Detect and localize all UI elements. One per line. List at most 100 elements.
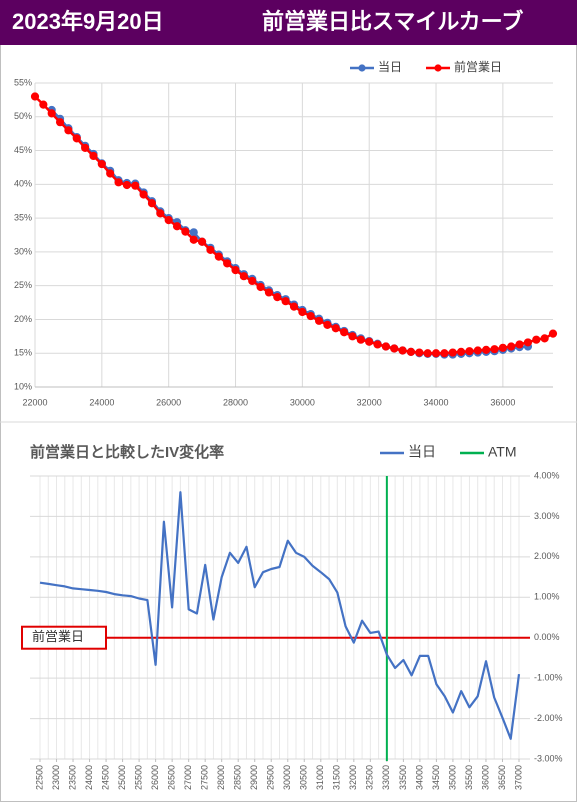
marker xyxy=(390,344,399,353)
x-tick-label: 23500 xyxy=(67,765,77,790)
x-tick-label: 29000 xyxy=(249,765,259,790)
reference-label: 前営業日 xyxy=(32,629,84,644)
x-tick-label: 22000 xyxy=(22,397,47,407)
y-tick-label: 40% xyxy=(14,179,32,189)
marker xyxy=(97,159,106,169)
marker xyxy=(515,340,524,349)
x-tick-label: 23000 xyxy=(51,765,61,790)
y-tick-label: 45% xyxy=(14,145,32,155)
x-tick-label: 30000 xyxy=(282,765,292,790)
marker xyxy=(72,134,81,143)
x-tick-label: 33500 xyxy=(398,765,408,790)
x-tick-label: 32000 xyxy=(348,765,358,790)
x-tick-label: 34000 xyxy=(424,397,449,407)
x-tick-label: 30000 xyxy=(290,397,315,407)
marker xyxy=(264,288,274,297)
y-tick-label: -3.00% xyxy=(534,753,563,763)
x-tick-label: 26500 xyxy=(167,765,177,790)
x-tick-label: 34000 xyxy=(414,765,424,790)
header-title: 前営業日比スマイルカーブ xyxy=(262,9,523,34)
legend-label: 当日 xyxy=(408,444,436,460)
chart-title: 前営業日と比較したIV変化率 xyxy=(30,443,224,461)
marker xyxy=(122,180,132,190)
marker xyxy=(106,169,115,178)
series-line xyxy=(50,109,528,356)
marker xyxy=(248,276,257,286)
y-tick-label: 15% xyxy=(14,348,32,358)
marker xyxy=(406,347,416,356)
marker xyxy=(340,328,349,337)
marker xyxy=(548,329,558,338)
y-tick-label: 1.00% xyxy=(534,592,560,602)
marker xyxy=(273,293,282,302)
marker xyxy=(398,346,407,355)
marker xyxy=(473,346,482,355)
reference-label-box xyxy=(21,625,107,650)
x-tick-label: 32000 xyxy=(357,397,382,407)
marker xyxy=(223,259,232,268)
x-tick-label: 28500 xyxy=(233,765,243,790)
marker xyxy=(298,307,307,317)
marker xyxy=(239,272,248,281)
x-tick-label: 27000 xyxy=(183,765,193,790)
marker xyxy=(81,143,90,152)
marker xyxy=(456,347,466,356)
x-tick-label: 28000 xyxy=(216,765,226,790)
x-tick-label: 35500 xyxy=(464,765,474,790)
marker xyxy=(114,178,123,187)
x-tick-label: 34500 xyxy=(431,765,441,790)
x-tick-label: 29500 xyxy=(266,765,276,790)
legend-label: ATM xyxy=(488,444,517,460)
marker xyxy=(206,245,215,254)
header-date: 2023年9月20日 xyxy=(12,9,164,34)
y-tick-label: 20% xyxy=(14,314,32,324)
marker xyxy=(306,311,315,321)
x-tick-label: 31500 xyxy=(332,765,342,790)
x-tick-label: 30500 xyxy=(299,765,309,790)
x-tick-label: 26000 xyxy=(150,765,160,790)
marker xyxy=(214,252,223,261)
marker xyxy=(323,320,332,329)
marker xyxy=(482,345,491,354)
marker xyxy=(189,235,198,244)
header-band xyxy=(0,0,577,45)
marker xyxy=(281,297,290,306)
x-tick-label: 35000 xyxy=(447,765,457,790)
y-tick-label: 0.00% xyxy=(534,632,560,642)
marker xyxy=(314,316,324,325)
marker xyxy=(156,209,165,218)
x-tick-label: 22500 xyxy=(34,765,44,790)
marker xyxy=(164,216,173,225)
marker xyxy=(448,348,457,357)
marker xyxy=(189,228,198,237)
marker xyxy=(39,100,48,109)
marker xyxy=(181,227,190,236)
y-tick-label: 3.00% xyxy=(534,511,560,521)
marker xyxy=(47,109,56,118)
marker xyxy=(131,181,140,190)
x-tick-label: 33000 xyxy=(381,765,391,790)
x-tick-label: 25500 xyxy=(133,765,143,790)
marker xyxy=(139,190,148,199)
x-tick-label: 36500 xyxy=(497,765,507,790)
marker xyxy=(30,92,40,101)
marker xyxy=(348,332,357,341)
x-tick-label: 28000 xyxy=(223,397,248,407)
marker xyxy=(356,335,365,344)
marker xyxy=(289,302,299,311)
legend-label: 当日 xyxy=(378,60,402,74)
marker xyxy=(532,335,541,344)
x-tick-label: 36000 xyxy=(490,397,515,407)
marker xyxy=(197,237,207,246)
legend-label: 前営業日 xyxy=(454,59,502,74)
x-tick-label: 26000 xyxy=(156,397,181,407)
x-tick-label: 24500 xyxy=(100,765,110,790)
x-tick-label: 31000 xyxy=(315,765,325,790)
marker xyxy=(440,349,449,358)
marker xyxy=(540,334,549,343)
y-tick-label: 55% xyxy=(14,77,32,87)
marker xyxy=(507,342,516,351)
